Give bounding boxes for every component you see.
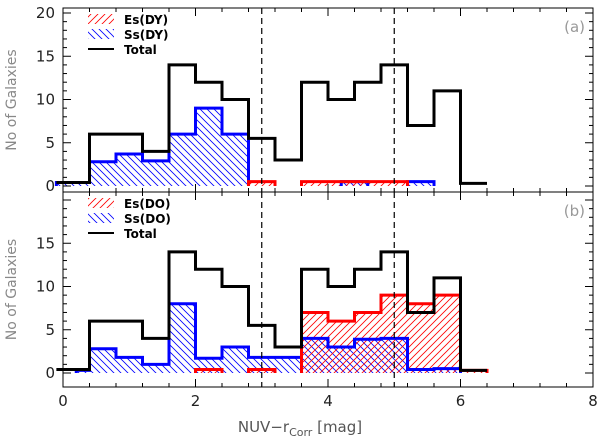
xtick-label-8: 8 bbox=[588, 392, 598, 410]
legend-swatch-es-a bbox=[88, 14, 114, 24]
ytick-label-b-1: 5 bbox=[45, 321, 55, 339]
ss-bar-a-4 bbox=[169, 134, 196, 186]
panel-b-ytick-labels: 0 5 10 15 bbox=[36, 234, 55, 382]
panel-b-ylabel: No of Galaxies bbox=[4, 239, 20, 340]
xtick-label-0: 0 bbox=[58, 392, 68, 410]
ytick-label-a-2: 10 bbox=[36, 91, 55, 109]
ytick-label-b-3: 15 bbox=[36, 234, 55, 252]
panel-b: (b) No of Galaxies Es(DO) Ss(DO) Total 0… bbox=[4, 191, 594, 388]
es-bar-b-7 bbox=[434, 295, 461, 373]
panel-b-fills bbox=[76, 295, 487, 373]
panel-a-vlines bbox=[261, 8, 395, 192]
es-bar-b-0 bbox=[195, 369, 222, 373]
legend-label-ss-b: Ss(DO) bbox=[124, 212, 171, 226]
total-line-a bbox=[56, 63, 487, 185]
legend-label-ss-a: Ss(DY) bbox=[124, 28, 169, 42]
ytick-label-b-0: 0 bbox=[45, 364, 55, 382]
es-bar-b-1 bbox=[248, 369, 275, 373]
x-axis-label-r: r bbox=[283, 418, 290, 436]
panel-b-ticks bbox=[62, 192, 593, 387]
legend-entry-es-b: Es(DO) bbox=[88, 197, 170, 211]
x-axis-label-dash: − bbox=[270, 418, 283, 436]
xtick-label-4: 4 bbox=[323, 392, 333, 410]
legend-entry-es-a: Es(DY) bbox=[88, 13, 168, 27]
x-axis-label-prefix: NUV bbox=[238, 418, 271, 436]
ss-bar-b-1 bbox=[89, 348, 116, 373]
ss-bar-b-4 bbox=[169, 303, 196, 373]
panel-a-label: (a) bbox=[564, 18, 585, 36]
ytick-label-a-0: 0 bbox=[45, 177, 55, 195]
panel-a: (a) No of Galaxies Es(DY) Ss(DY) Total 0… bbox=[4, 4, 594, 195]
legend-entry-total-a: Total bbox=[88, 43, 157, 57]
ytick-label-a-3: 15 bbox=[36, 47, 55, 65]
ss-bar-b-2 bbox=[116, 357, 143, 373]
legend-swatch-ss-b bbox=[88, 213, 114, 223]
ss-bar-b-6 bbox=[222, 347, 249, 373]
legend-entry-ss-b: Ss(DO) bbox=[88, 212, 171, 226]
panel-b-vlines bbox=[261, 192, 395, 387]
es-bar-b-6 bbox=[407, 303, 434, 373]
panel-a-ytick-labels: 0 5 10 15 20 bbox=[36, 4, 55, 195]
legend-entry-ss-a: Ss(DY) bbox=[88, 28, 169, 42]
legend-swatch-ss-a bbox=[88, 29, 114, 39]
x-axis-label-unit: [mag] bbox=[312, 418, 362, 436]
ss-bar-a-2 bbox=[116, 153, 143, 186]
ss-bar-a-3 bbox=[142, 160, 169, 186]
es-bar-a-1 bbox=[301, 181, 408, 186]
ytick-label-b-2: 10 bbox=[36, 278, 55, 296]
xtick-labels: 0 2 4 6 8 bbox=[58, 392, 598, 410]
legend-label-es-a: Es(DY) bbox=[124, 13, 168, 27]
es-bar-b-4 bbox=[354, 312, 381, 373]
es-bar-b-2 bbox=[301, 312, 328, 373]
ss-bar-b-3 bbox=[142, 364, 169, 373]
legend-label-total-a: Total bbox=[124, 43, 157, 57]
total-line-b bbox=[56, 250, 487, 372]
panel-b-legend: Es(DO) Ss(DO) Total bbox=[88, 197, 171, 241]
panel-a-ylabel: No of Galaxies bbox=[4, 49, 20, 150]
ss-bar-a-8 bbox=[407, 181, 434, 186]
ss-bar-a-1 bbox=[89, 161, 116, 186]
legend-label-total-b: Total bbox=[124, 227, 157, 241]
legend-label-es-b: Es(DO) bbox=[124, 197, 170, 211]
xtick-label-2: 2 bbox=[191, 392, 201, 410]
ss-bar-a-6 bbox=[222, 134, 249, 186]
ss-bar-a-5 bbox=[195, 108, 222, 186]
legend-swatch-es-b bbox=[88, 198, 114, 208]
ytick-label-a-4: 20 bbox=[36, 4, 55, 22]
panel-a-fills bbox=[56, 108, 434, 186]
xtick-label-6: 6 bbox=[456, 392, 466, 410]
legend-entry-total-b: Total bbox=[88, 227, 157, 241]
ytick-label-a-1: 5 bbox=[45, 134, 55, 152]
x-axis-label-sub: Corr bbox=[289, 426, 313, 439]
panel-a-legend: Es(DY) Ss(DY) Total bbox=[88, 13, 169, 57]
panel-a-ticks bbox=[62, 8, 593, 192]
x-axis-label: NUV−rCorr [mag] bbox=[238, 418, 362, 439]
ss-bar-a-0 bbox=[56, 182, 90, 186]
ss-outline-b bbox=[74, 302, 462, 373]
panel-b-label: (b) bbox=[564, 202, 585, 220]
